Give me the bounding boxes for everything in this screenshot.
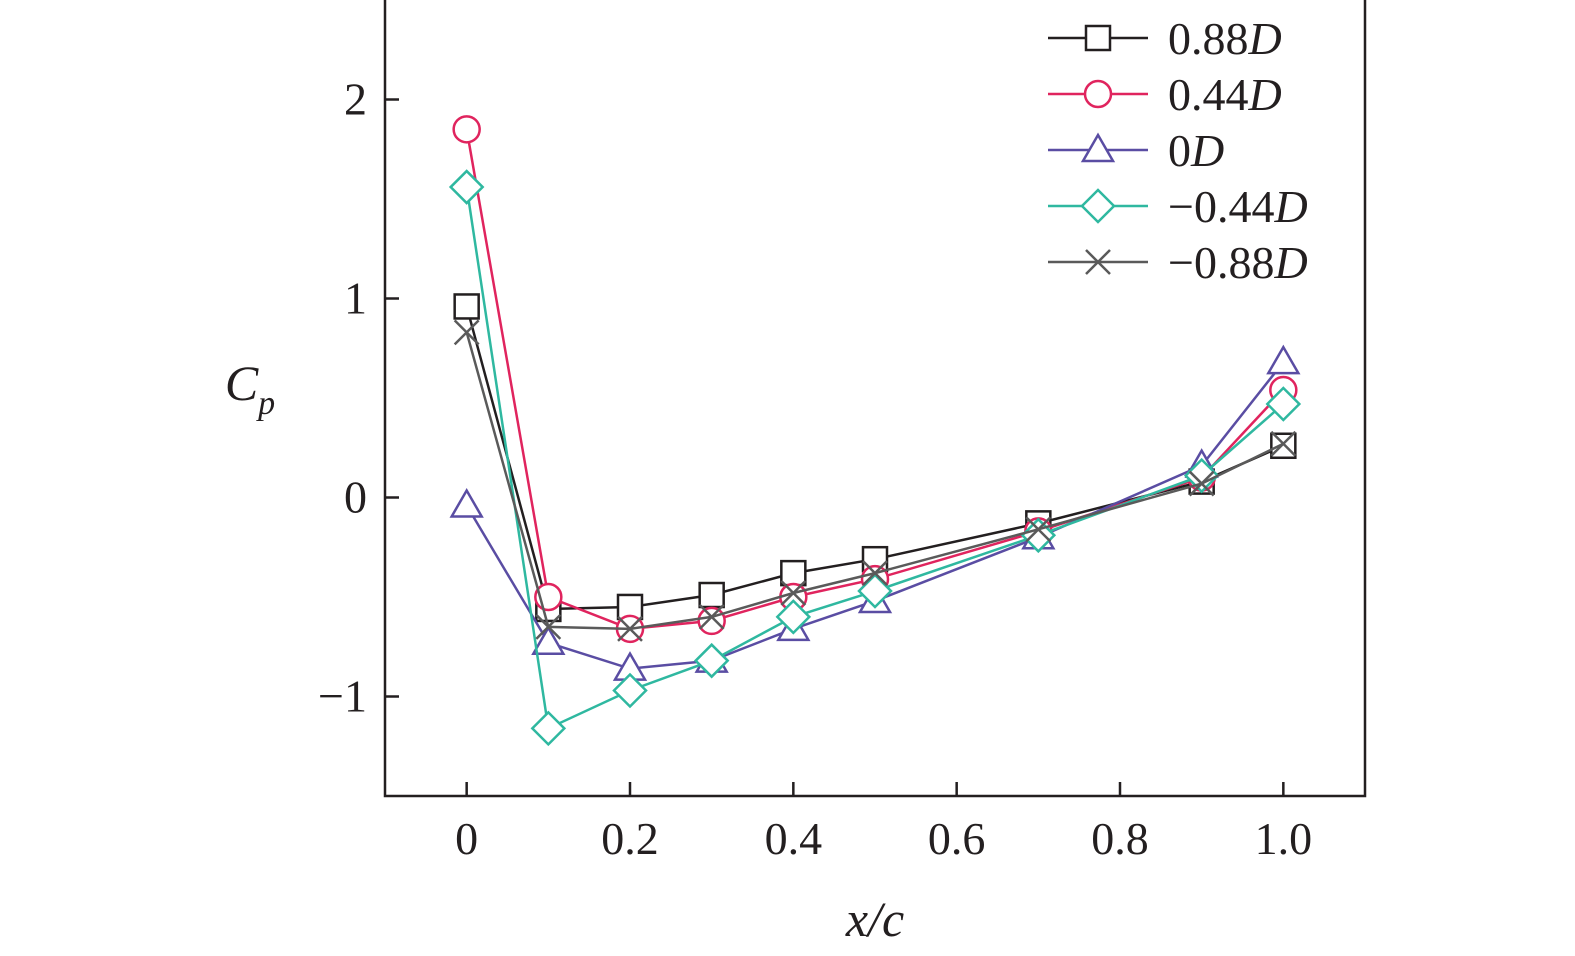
data-point xyxy=(697,606,726,636)
legend-label-value: −0.88 xyxy=(1168,237,1274,288)
legend-entry: 0D xyxy=(1048,125,1224,176)
y-tick-label: 1 xyxy=(344,273,367,324)
data-point xyxy=(698,604,725,630)
data-point xyxy=(535,613,562,640)
data-point xyxy=(452,115,481,144)
data-point xyxy=(862,560,888,587)
x-axis-title: x/c xyxy=(845,891,904,947)
data-point xyxy=(698,581,725,609)
legend-marker xyxy=(1080,132,1116,163)
legend-entry: 0.88D xyxy=(1048,13,1282,64)
legend-label-unit: D xyxy=(1273,237,1307,288)
legend-label-value: −0.44 xyxy=(1168,181,1274,232)
legend-label-unit: D xyxy=(1248,13,1282,64)
data-point xyxy=(612,672,648,709)
data-point xyxy=(1270,432,1297,460)
legend-marker xyxy=(1084,24,1112,52)
data-point xyxy=(693,642,730,679)
y-axis-title-subscript: p xyxy=(256,385,275,422)
data-point xyxy=(1188,470,1215,497)
data-point xyxy=(448,169,485,205)
y-axis-title: Cp xyxy=(225,355,275,422)
x-tick-label: 0.8 xyxy=(1091,813,1149,864)
series-layer xyxy=(448,115,1302,747)
plot-border xyxy=(383,0,1367,798)
data-point xyxy=(1270,430,1297,457)
data-point xyxy=(531,625,566,656)
x-tick-label: 0.4 xyxy=(765,813,823,864)
legend-label: 0.44D xyxy=(1168,69,1282,120)
legend-entry: 0.44D xyxy=(1048,69,1282,120)
x-tick-label: 0.2 xyxy=(601,813,659,864)
legend-label: 0.88D xyxy=(1168,13,1282,64)
x-tick-label: 1.0 xyxy=(1255,813,1313,864)
legend-marker xyxy=(1085,249,1111,275)
series-line xyxy=(465,186,1285,731)
legend-label-unit: D xyxy=(1248,69,1282,120)
legend-marker xyxy=(1080,188,1116,224)
legend-marker xyxy=(1083,79,1113,109)
data-point xyxy=(453,319,480,346)
data-point xyxy=(780,559,807,587)
legend-entry: −0.88D xyxy=(1048,237,1308,288)
data-point xyxy=(617,615,643,642)
legend-label: −0.44D xyxy=(1168,181,1308,232)
legend-label-value: 0 xyxy=(1168,125,1191,176)
data-point xyxy=(775,599,812,635)
series-2 xyxy=(449,344,1301,681)
plot-frame xyxy=(383,0,1367,798)
data-point xyxy=(449,487,484,518)
y-axis: −1 0 1 2 xyxy=(318,74,399,722)
data-point xyxy=(1265,386,1302,422)
data-point xyxy=(453,293,480,320)
legend-label-unit: D xyxy=(1273,181,1307,232)
legend-entry: −0.44D xyxy=(1048,181,1308,232)
x-tick-label: 0.6 xyxy=(928,813,986,864)
legend-label: 0D xyxy=(1168,125,1224,176)
legend-label: −0.88D xyxy=(1168,237,1308,288)
series-3 xyxy=(448,169,1302,747)
legend-label-unit: D xyxy=(1190,125,1224,176)
data-point xyxy=(1025,516,1052,543)
data-point xyxy=(780,580,807,606)
data-point xyxy=(530,710,567,747)
data-point xyxy=(857,573,893,609)
x-tick-label: 0 xyxy=(455,813,478,864)
data-point xyxy=(1183,457,1220,494)
legend-label-value: 0.44 xyxy=(1168,69,1249,120)
y-tick-label: −1 xyxy=(318,671,367,722)
y-tick-label: 0 xyxy=(344,472,367,523)
data-point xyxy=(1266,344,1301,375)
x-axis: 0 0.2 0.4 0.6 0.8 1.0 xyxy=(455,782,1312,864)
series-4 xyxy=(453,319,1297,642)
y-tick-label: 2 xyxy=(344,74,367,125)
series-line xyxy=(465,361,1285,670)
legend-label-value: 0.88 xyxy=(1168,13,1249,64)
y-axis-title-main: C xyxy=(225,355,259,411)
